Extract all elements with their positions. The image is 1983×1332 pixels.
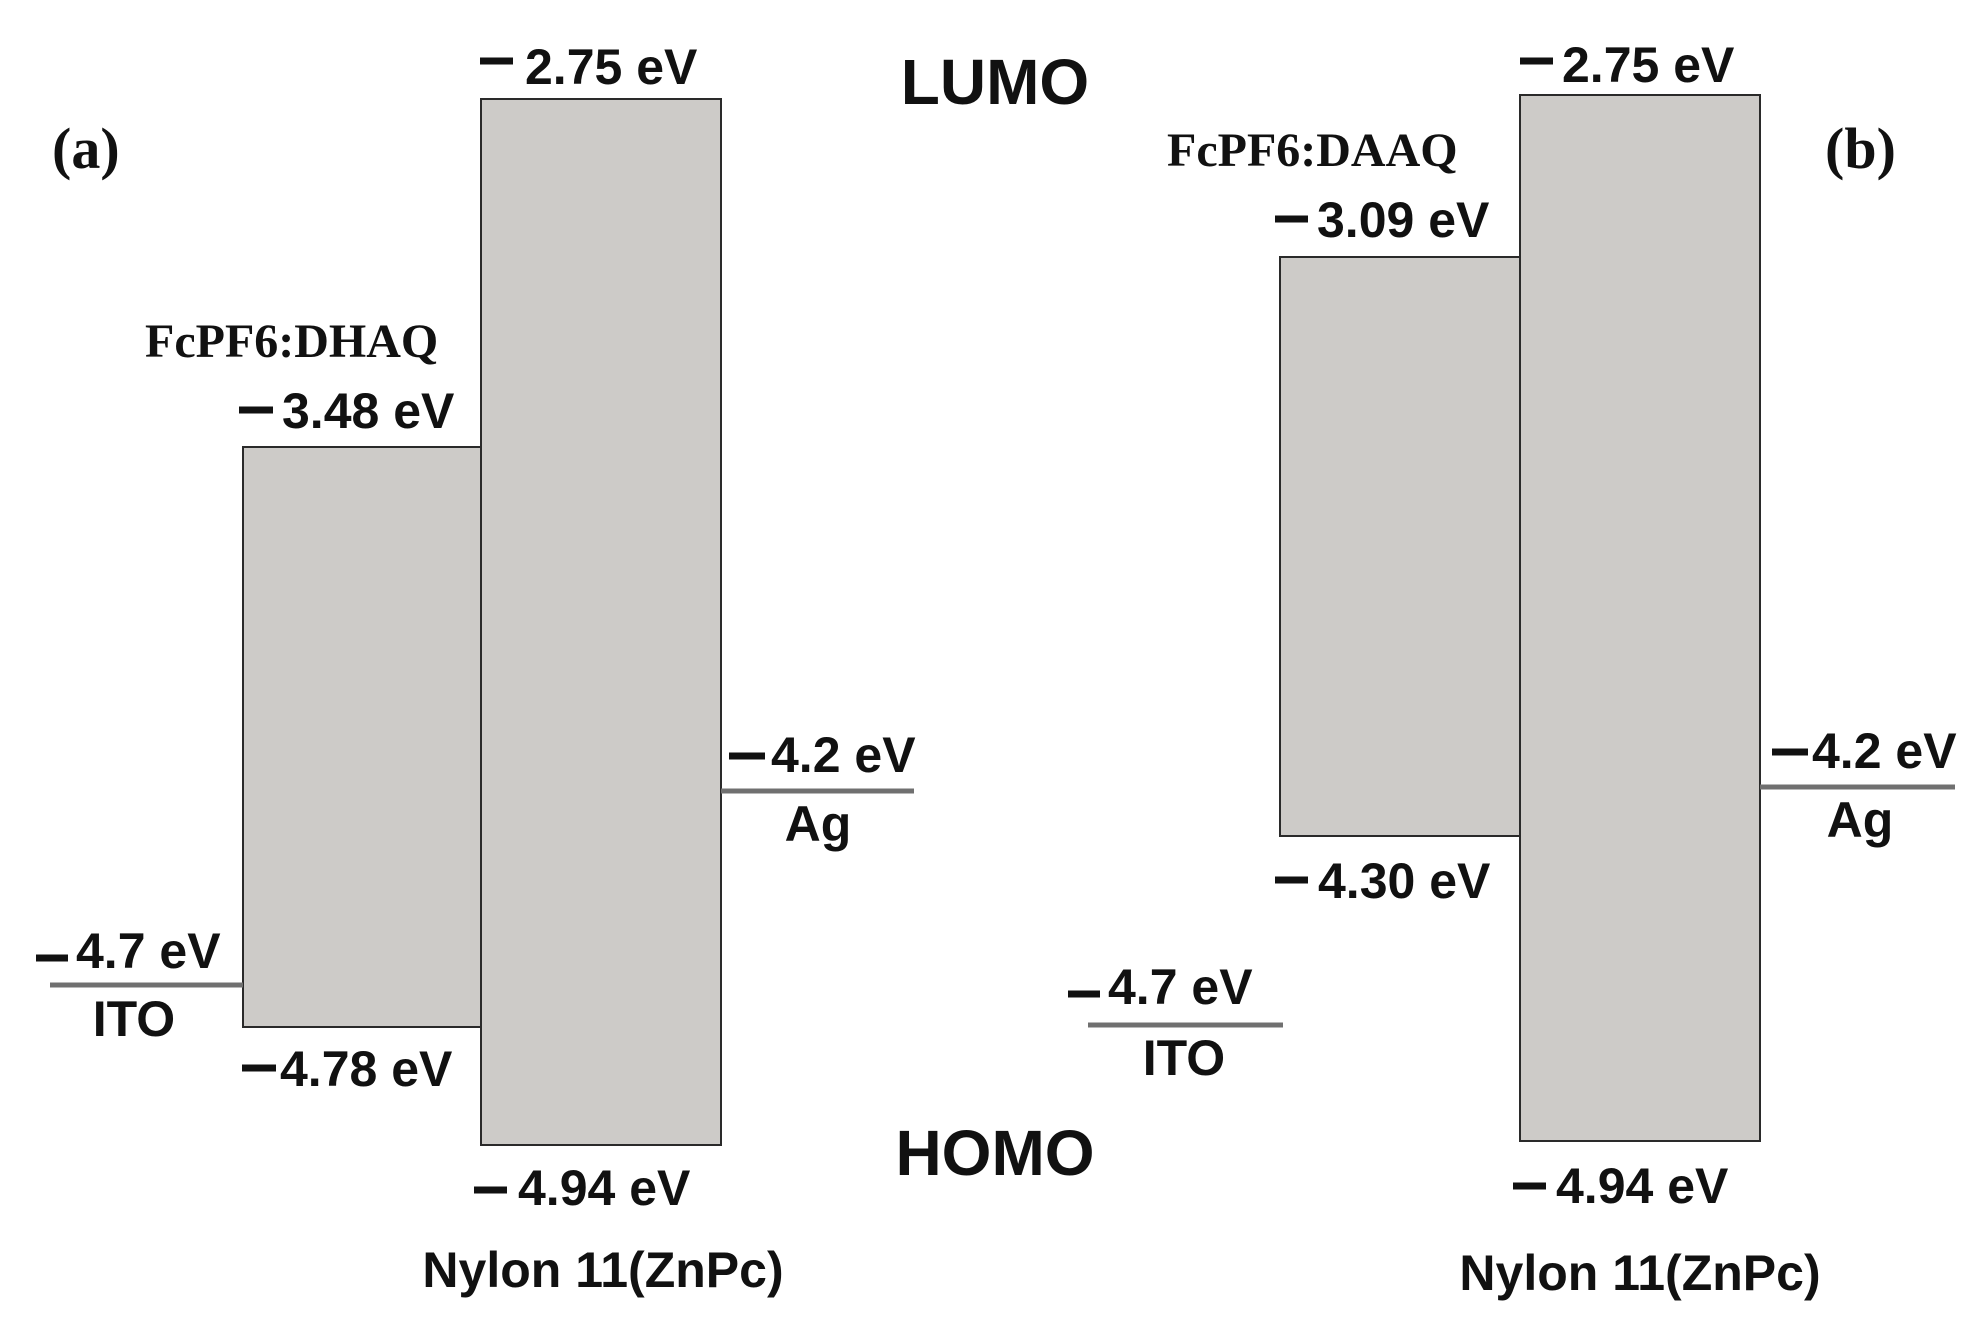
- panel-b-cathode-name: Ag: [1827, 792, 1894, 848]
- panel-b-host-name: Nylon 11(ZnPc): [1459, 1245, 1820, 1301]
- panel-a-blend-homo-value: 4.78 eV: [280, 1041, 453, 1097]
- panel-a-anode-name: ITO: [93, 991, 175, 1047]
- panel-a-host-name: Nylon 11(ZnPc): [422, 1242, 783, 1298]
- lumo-label: LUMO: [901, 46, 1089, 118]
- panel-b-anode-level: 4.7 eV: [1108, 959, 1253, 1015]
- panel-a-blend-lumo-value: 3.48 eV: [282, 383, 455, 439]
- panel-b-host-lumo-value: 2.75 eV: [1562, 37, 1735, 93]
- panel-b-blend-homo-value: 4.30 eV: [1318, 853, 1491, 909]
- panel-a-host-homo-value: 4.94 eV: [518, 1160, 691, 1216]
- homo-label: HOMO: [895, 1117, 1094, 1189]
- panel-b-host-homo-value: 4.94 eV: [1556, 1158, 1729, 1214]
- panel-b-tag: (b): [1825, 116, 1896, 181]
- panel-b: (b) 2.75 eV 4.94 eV Nylon 11(ZnPc) FcPF6…: [1068, 37, 1957, 1301]
- panel-a-blend-name: FcPF6:DHAQ: [145, 315, 438, 368]
- panel-a-tag: (a): [52, 116, 120, 181]
- panel-b-host-box: [1519, 94, 1761, 1142]
- panel-b-blend-lumo-value: 3.09 eV: [1317, 192, 1490, 248]
- panel-a-host-box: [480, 98, 722, 1146]
- panel-a-cathode-level: 4.2 eV: [771, 727, 916, 783]
- panel-b-cathode-level: 4.2 eV: [1812, 723, 1957, 779]
- panel-b-blend-box: [1279, 256, 1521, 837]
- panel-a-cathode-name: Ag: [785, 796, 852, 852]
- panel-a-host-lumo-value: 2.75 eV: [525, 39, 698, 95]
- panel-a-blend-box: [242, 446, 482, 1028]
- panel-a-anode-level: 4.7 eV: [76, 923, 221, 979]
- panel-b-blend-name: FcPF6:DAAQ: [1167, 124, 1458, 177]
- panel-a: (a) 2.75 eV 4.94 eV Nylon 11(ZnPc) FcPF6…: [36, 39, 916, 1298]
- panel-b-anode-name: ITO: [1143, 1030, 1225, 1086]
